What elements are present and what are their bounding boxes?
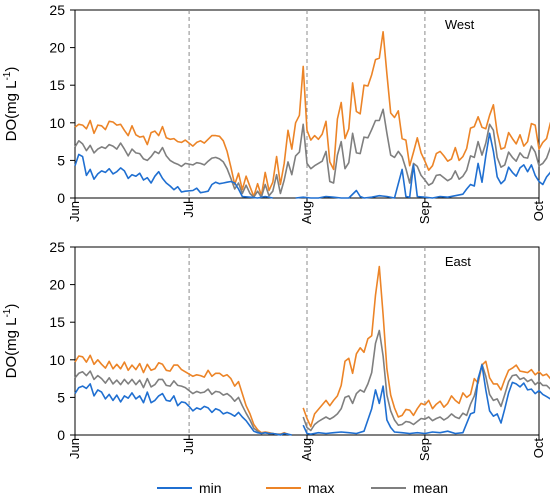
x-tick-label: Jul <box>181 438 196 455</box>
y-axis-label: DO(mg L-1) <box>2 67 20 142</box>
y-tick-label: 25 <box>49 2 65 18</box>
series-min-line <box>74 364 550 436</box>
y-tick-label: 0 <box>57 427 65 443</box>
x-tick-label: Aug <box>299 438 314 461</box>
y-tick-label: 5 <box>57 152 65 168</box>
x-tick-label: Jun <box>67 201 82 222</box>
y-tick-label: 15 <box>49 314 65 330</box>
x-tick-label: Sep <box>417 438 432 461</box>
x-tick-label: Aug <box>299 201 314 224</box>
legend-label-min: min <box>199 480 222 496</box>
y-tick-label: 5 <box>57 389 65 405</box>
panel-west: 0 5 10 15 20 25 Jun Jul Aug Sep Oct DO(mg L-1) West <box>2 2 550 224</box>
panel-east: 0 5 10 15 20 25 Jun Jul Aug Sep Oct DO(mg L-1) East <box>2 239 550 461</box>
series-max-line <box>74 265 550 435</box>
series-min-line <box>74 132 550 199</box>
x-tick-label: Oct <box>531 438 546 459</box>
y-tick-label: 20 <box>49 40 65 56</box>
series-max-line <box>74 31 550 198</box>
x-tick-label: Oct <box>531 201 546 222</box>
legend: min max mean <box>157 480 448 496</box>
series-mean-line <box>74 108 550 198</box>
y-axis-label: DO(mg L-1) <box>2 304 20 379</box>
y-tick-label: 10 <box>49 115 65 131</box>
y-tick-label: 15 <box>49 77 65 93</box>
y-tick-label: 0 <box>57 190 65 206</box>
panel-title: East <box>445 254 471 269</box>
x-tick-label: Sep <box>417 201 432 224</box>
y-tick-label: 25 <box>49 239 65 255</box>
y-tick-label: 10 <box>49 352 65 368</box>
x-tick-label: Jul <box>181 201 196 218</box>
x-tick-label: Jun <box>67 438 82 459</box>
legend-label-mean: mean <box>413 480 448 496</box>
legend-label-max: max <box>308 480 334 496</box>
panel-title: West <box>445 17 475 32</box>
series-mean-line <box>74 329 550 435</box>
y-tick-label: 20 <box>49 277 65 293</box>
